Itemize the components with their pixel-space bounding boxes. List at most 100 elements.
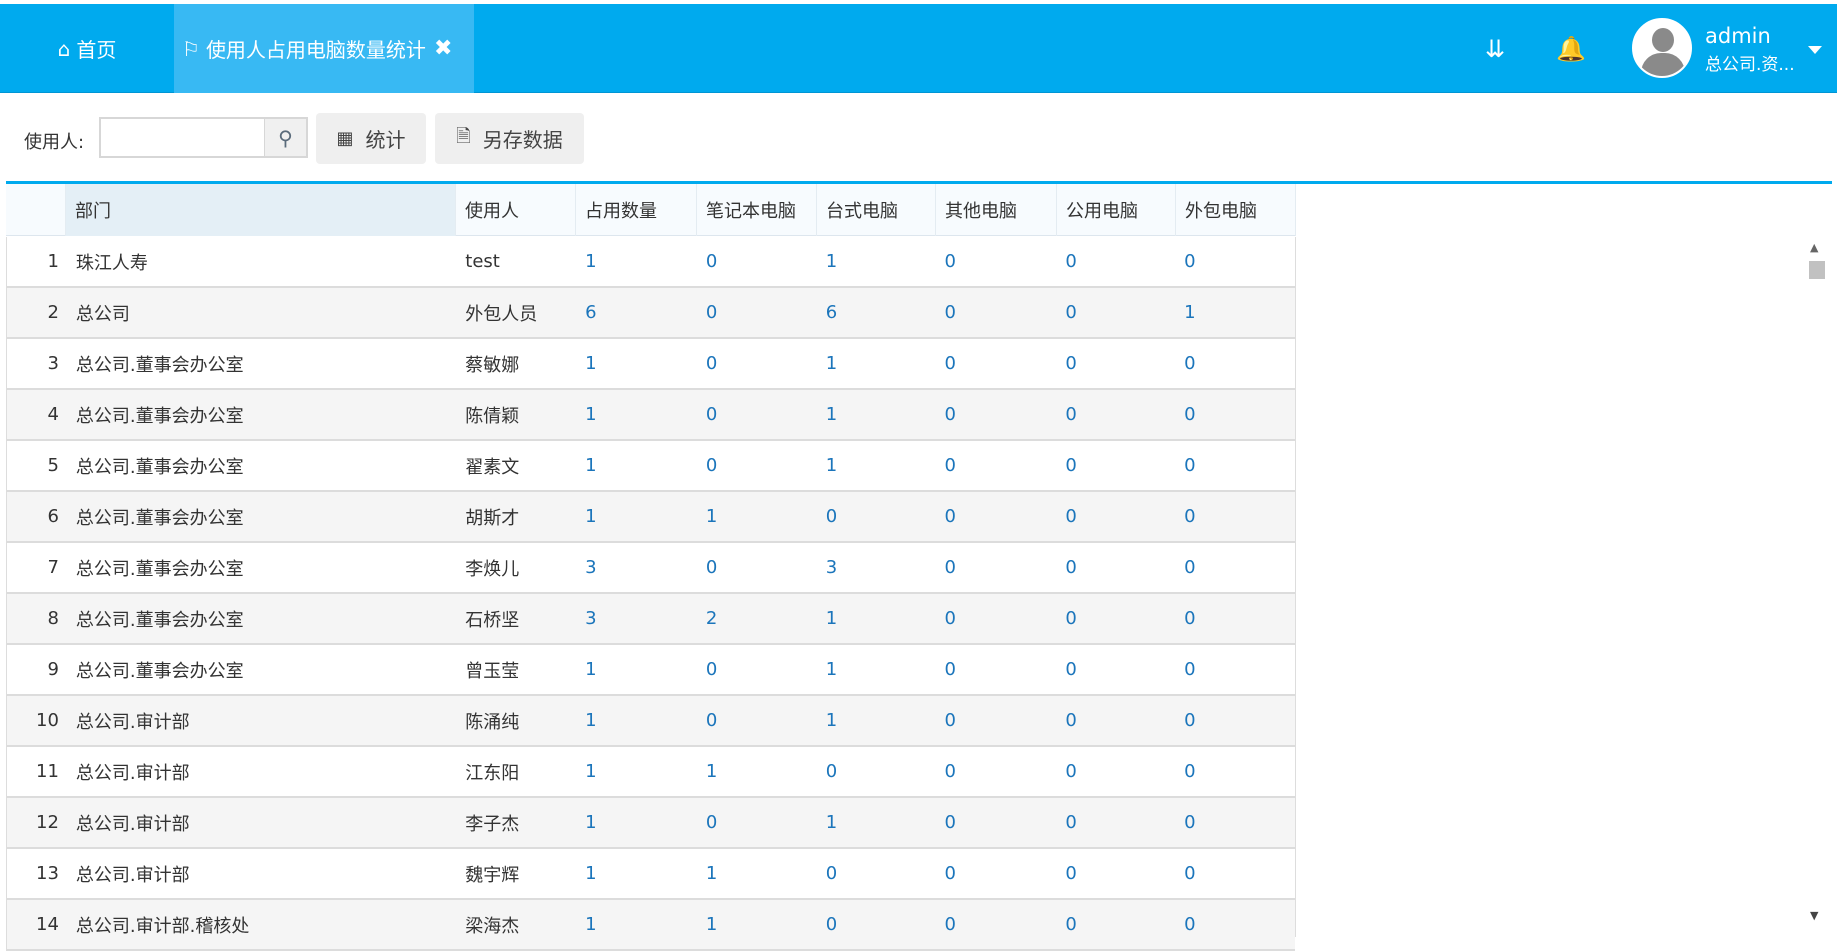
count-cell[interactable]: 1 <box>585 404 597 425</box>
table-row[interactable]: 5 总公司.董事会办公室 翟素文 1 0 1 0 0 0 <box>6 441 1295 492</box>
count-cell[interactable]: 1 <box>585 761 597 782</box>
column-header[interactable]: 其他电脑 <box>936 184 1057 236</box>
count-cell[interactable]: 0 <box>825 506 838 527</box>
count-cell[interactable]: 0 <box>1184 455 1196 476</box>
table-row[interactable]: 1 珠江人寿 test 1 0 1 0 0 0 <box>6 237 1295 288</box>
close-icon[interactable]: ✖ <box>433 36 453 61</box>
count-cell[interactable]: 1 <box>585 251 597 272</box>
column-header[interactable]: 台式电脑 <box>817 184 936 236</box>
count-cell[interactable]: 0 <box>705 302 718 323</box>
count-cell[interactable]: 0 <box>1065 710 1077 731</box>
count-cell[interactable]: 0 <box>1184 863 1196 884</box>
count-cell[interactable]: 0 <box>944 761 956 782</box>
count-cell[interactable]: 0 <box>1065 863 1077 884</box>
count-cell[interactable]: 0 <box>944 863 956 884</box>
double-chevron-down-icon[interactable]: ⇊ <box>1485 34 1506 63</box>
table-row[interactable]: 9 总公司.董事会办公室 曾玉莹 1 0 1 0 0 0 <box>6 645 1295 696</box>
count-cell[interactable]: 3 <box>585 608 597 629</box>
count-cell[interactable]: 1 <box>825 455 838 476</box>
count-cell[interactable]: 1 <box>825 710 838 731</box>
count-cell[interactable]: 0 <box>1184 914 1196 935</box>
count-cell[interactable]: 0 <box>1184 659 1196 680</box>
user-name[interactable]: admin <box>1705 24 1771 48</box>
caret-down-icon[interactable] <box>1808 46 1822 54</box>
table-row[interactable]: 10 总公司.审计部 陈涌纯 1 0 1 0 0 0 <box>6 696 1295 747</box>
count-cell[interactable]: 0 <box>1184 557 1196 578</box>
count-cell[interactable]: 1 <box>705 914 718 935</box>
count-cell[interactable]: 1 <box>585 659 597 680</box>
tab-home[interactable]: ⌂ 首页 <box>0 4 174 93</box>
count-cell[interactable]: 0 <box>1065 812 1077 833</box>
count-cell[interactable]: 0 <box>1065 506 1077 527</box>
table-row[interactable]: 6 总公司.董事会办公室 胡斯才 1 1 0 0 0 0 <box>6 492 1295 543</box>
user-search-input[interactable] <box>99 117 266 158</box>
count-cell[interactable]: 0 <box>1065 608 1077 629</box>
vertical-scrollbar[interactable]: ▲ ▼ <box>1806 237 1826 923</box>
table-row[interactable]: 11 总公司.审计部 江东阳 1 1 0 0 0 0 <box>6 747 1295 798</box>
count-cell[interactable]: 6 <box>585 302 597 323</box>
count-cell[interactable]: 0 <box>1065 302 1077 323</box>
table-row[interactable]: 14 总公司.审计部.稽核处 梁海杰 1 1 0 0 0 0 <box>6 900 1295 951</box>
count-cell[interactable]: 0 <box>1184 761 1196 782</box>
count-cell[interactable]: 0 <box>1065 251 1077 272</box>
count-cell[interactable]: 1 <box>825 353 838 374</box>
count-cell[interactable]: 1 <box>825 812 838 833</box>
bell-icon[interactable]: 🔔 <box>1556 34 1586 63</box>
count-cell[interactable]: 0 <box>944 404 956 425</box>
scroll-thumb[interactable] <box>1809 261 1825 279</box>
column-header[interactable]: 占用数量 <box>576 184 697 236</box>
count-cell[interactable]: 0 <box>705 659 718 680</box>
count-cell[interactable]: 1 <box>1184 302 1196 323</box>
count-cell[interactable]: 0 <box>825 914 838 935</box>
count-cell[interactable]: 0 <box>1184 608 1196 629</box>
table-row[interactable]: 13 总公司.审计部 魏宇辉 1 1 0 0 0 0 <box>6 849 1295 900</box>
count-cell[interactable]: 0 <box>944 557 956 578</box>
count-cell[interactable]: 1 <box>585 353 597 374</box>
table-row[interactable]: 4 总公司.董事会办公室 陈倩颖 1 0 1 0 0 0 <box>6 390 1295 441</box>
tab-usage-stats[interactable]: ⚐ 使用人占用电脑数量统计 ✖ <box>174 4 474 93</box>
table-row[interactable]: 8 总公司.董事会办公室 石桥坚 3 2 1 0 0 0 <box>6 594 1295 645</box>
count-cell[interactable]: 0 <box>944 353 956 374</box>
count-cell[interactable]: 0 <box>944 812 956 833</box>
table-row[interactable]: 3 总公司.董事会办公室 蔡敏娜 1 0 1 0 0 0 <box>6 339 1295 390</box>
stat-button[interactable]: ▦ 统计 <box>316 113 426 164</box>
count-cell[interactable]: 1 <box>585 455 597 476</box>
count-cell[interactable]: 0 <box>1065 914 1077 935</box>
count-cell[interactable]: 3 <box>825 557 838 578</box>
count-cell[interactable]: 0 <box>1184 251 1196 272</box>
scroll-down-icon[interactable]: ▼ <box>1810 909 1819 922</box>
column-header[interactable]: 使用人 <box>456 184 576 236</box>
count-cell[interactable]: 0 <box>944 302 956 323</box>
count-cell[interactable]: 0 <box>1184 506 1196 527</box>
count-cell[interactable]: 0 <box>705 710 718 731</box>
count-cell[interactable]: 0 <box>944 506 956 527</box>
export-button[interactable]: 🗎 另存数据 <box>435 113 584 164</box>
count-cell[interactable]: 0 <box>705 404 718 425</box>
count-cell[interactable]: 6 <box>825 302 838 323</box>
count-cell[interactable]: 0 <box>825 863 838 884</box>
count-cell[interactable]: 0 <box>1184 353 1196 374</box>
count-cell[interactable]: 0 <box>705 353 718 374</box>
column-header[interactable]: 公用电脑 <box>1057 184 1176 236</box>
count-cell[interactable]: 0 <box>705 251 718 272</box>
count-cell[interactable]: 0 <box>1184 404 1196 425</box>
count-cell[interactable]: 0 <box>944 608 956 629</box>
count-cell[interactable]: 3 <box>585 557 597 578</box>
count-cell[interactable]: 0 <box>944 251 956 272</box>
table-row[interactable]: 12 总公司.审计部 李子杰 1 0 1 0 0 0 <box>6 798 1295 849</box>
user-org[interactable]: 总公司.资... <box>1705 55 1795 75</box>
count-cell[interactable]: 0 <box>1065 455 1077 476</box>
table-row[interactable]: 2 总公司 外包人员 6 0 6 0 0 1 <box>6 288 1295 339</box>
count-cell[interactable]: 0 <box>705 455 718 476</box>
count-cell[interactable]: 0 <box>1065 557 1077 578</box>
column-header[interactable]: 外包电脑 <box>1176 184 1296 236</box>
count-cell[interactable]: 1 <box>585 506 597 527</box>
count-cell[interactable]: 1 <box>705 863 718 884</box>
count-cell[interactable]: 0 <box>1065 404 1077 425</box>
count-cell[interactable]: 1 <box>585 812 597 833</box>
count-cell[interactable]: 1 <box>585 914 597 935</box>
count-cell[interactable]: 2 <box>705 608 718 629</box>
count-cell[interactable]: 0 <box>705 812 718 833</box>
count-cell[interactable]: 0 <box>1065 659 1077 680</box>
count-cell[interactable]: 0 <box>1065 353 1077 374</box>
